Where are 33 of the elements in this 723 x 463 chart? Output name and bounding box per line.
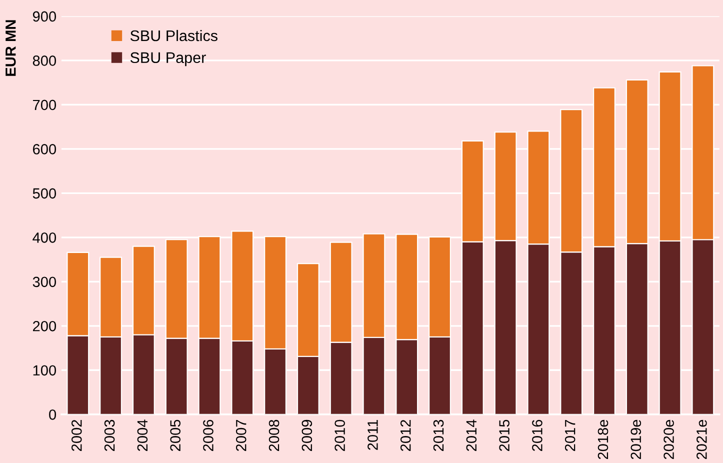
x-tick-label: 2006 (203, 420, 214, 451)
x-tick-label: 2008 (268, 420, 280, 451)
x-tick-label: 2012 (400, 420, 411, 451)
x-tick-label: 2014 (466, 420, 477, 451)
y-tick-label: 800 (32, 56, 56, 66)
y-axis-title: EUR MN (6, 20, 16, 76)
y-tick-label: 400 (32, 232, 56, 243)
y-tick-label: 600 (33, 144, 56, 154)
y-tick-label: 200 (33, 321, 56, 332)
x-tick-label: 2005 (170, 420, 181, 451)
x-tick-label: 2018e (598, 420, 608, 460)
y-tick-label: 900 (32, 11, 56, 22)
y-tick-label: 0 (49, 409, 56, 420)
y-tick-label: 300 (32, 276, 56, 288)
x-tick-label: 2002 (71, 420, 82, 451)
x-tick-label: 2015 (499, 420, 510, 451)
legend-label: SBU Plastics (130, 30, 218, 42)
x-tick-label: 2017 (564, 420, 576, 451)
x-tick-label: 2011 (368, 420, 378, 450)
x-tick-label: 2019e (630, 420, 642, 460)
x-tick-label: 2013 (433, 420, 444, 451)
x-tick-label: 2003 (104, 420, 115, 451)
x-tick-label: 2004 (137, 420, 148, 451)
y-tick-label: 100 (33, 365, 56, 376)
y-tick-label: 700 (33, 100, 56, 110)
x-tick-label: 2007 (236, 420, 246, 451)
x-tick-label: 2016 (532, 420, 542, 451)
x-tick-label: 2021e (696, 420, 707, 460)
x-tick-label: 2010 (334, 420, 345, 451)
x-tick-label: 2009 (302, 420, 312, 451)
legend-label: SBU Paper (130, 52, 206, 66)
y-tick-label: 500 (32, 188, 56, 199)
x-tick-label: 2020e (664, 420, 674, 460)
